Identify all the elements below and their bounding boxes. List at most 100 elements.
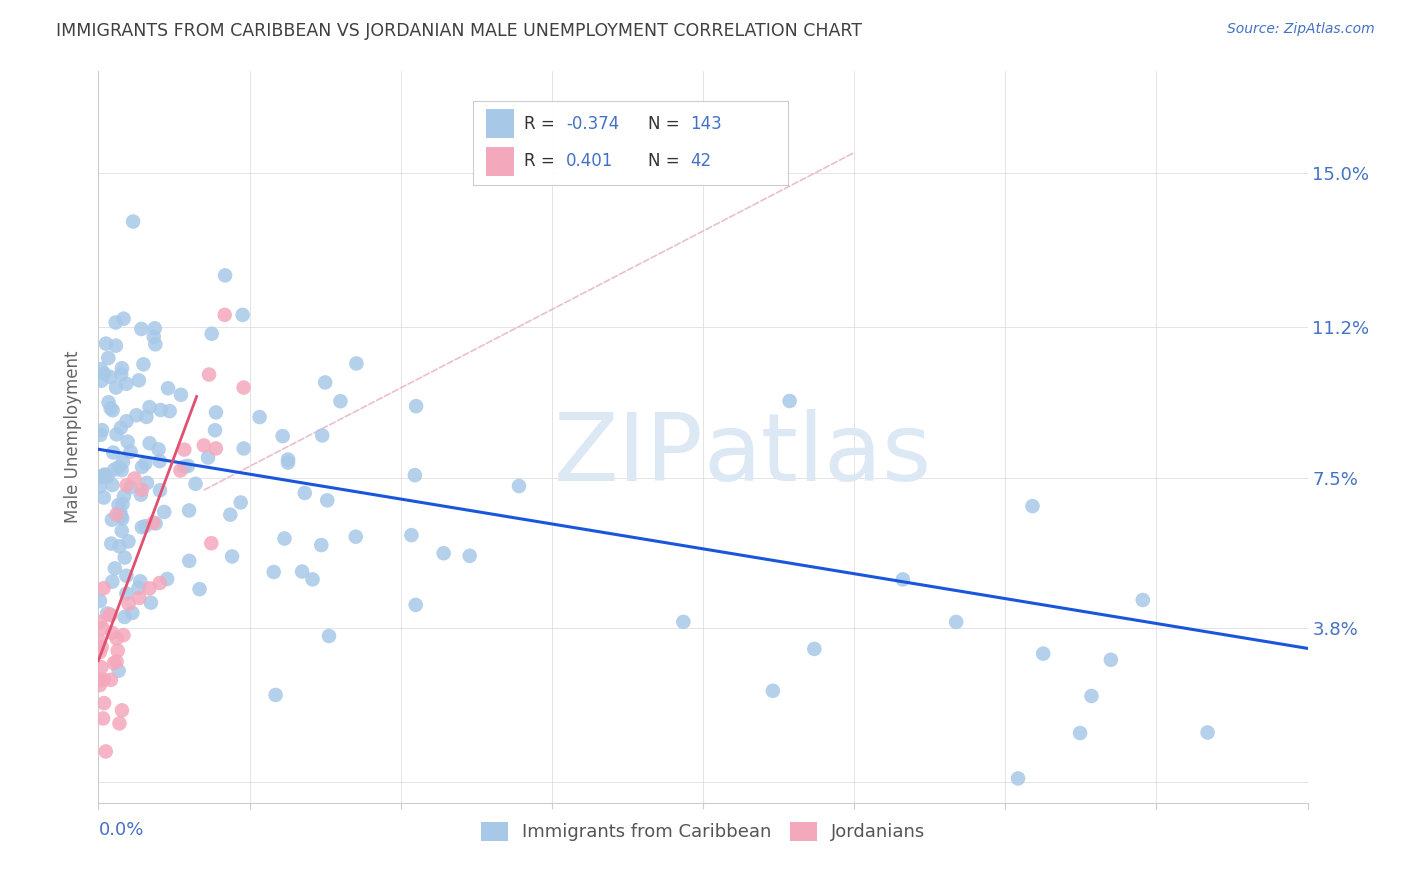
- Point: [93, 673, 115, 687]
- Text: IMMIGRANTS FROM CARIBBEAN VS JORDANIAN MALE UNEMPLOYMENT CORRELATION CHART: IMMIGRANTS FROM CARIBBEAN VS JORDANIAN M…: [56, 22, 862, 40]
- Point: [107, 664, 129, 678]
- Point: [94, 744, 117, 758]
- Point: [404, 468, 426, 483]
- Point: [891, 573, 914, 587]
- Point: [114, 610, 136, 624]
- Point: [115, 568, 138, 582]
- Point: [131, 520, 153, 534]
- Point: [138, 400, 160, 414]
- Point: [111, 511, 134, 525]
- Point: [1132, 593, 1154, 607]
- Point: [120, 444, 142, 458]
- Point: [153, 505, 176, 519]
- Point: [108, 539, 131, 553]
- Point: [173, 459, 195, 474]
- Point: [945, 615, 967, 629]
- Text: ZIP: ZIP: [554, 409, 703, 501]
- Point: [200, 536, 222, 550]
- Point: [115, 478, 138, 492]
- Point: [120, 480, 142, 494]
- Point: [93, 367, 115, 381]
- Text: Source: ZipAtlas.com: Source: ZipAtlas.com: [1227, 22, 1375, 37]
- Point: [121, 606, 143, 620]
- Point: [111, 703, 134, 717]
- Legend: Immigrants from Caribbean, Jordanians: Immigrants from Caribbean, Jordanians: [474, 814, 932, 848]
- Point: [314, 376, 336, 390]
- Point: [143, 337, 166, 351]
- Point: [201, 326, 224, 341]
- Point: [89, 634, 111, 648]
- Point: [184, 476, 207, 491]
- Point: [170, 388, 193, 402]
- Point: [103, 656, 125, 670]
- Point: [177, 503, 200, 517]
- Point: [98, 370, 121, 384]
- Point: [136, 475, 159, 490]
- Point: [221, 549, 243, 564]
- Point: [508, 479, 530, 493]
- Point: [156, 572, 179, 586]
- Point: [1099, 653, 1122, 667]
- Point: [124, 471, 146, 485]
- Point: [104, 339, 127, 353]
- Point: [105, 427, 128, 442]
- Point: [97, 351, 120, 365]
- Point: [101, 513, 124, 527]
- Point: [101, 574, 124, 589]
- Point: [271, 429, 294, 443]
- Point: [94, 336, 117, 351]
- Point: [205, 405, 228, 419]
- Point: [89, 678, 111, 692]
- Point: [117, 534, 139, 549]
- Point: [89, 594, 111, 608]
- Point: [105, 508, 128, 522]
- Point: [138, 436, 160, 450]
- Point: [107, 643, 129, 657]
- Point: [273, 532, 295, 546]
- Point: [156, 381, 179, 395]
- Point: [401, 528, 423, 542]
- Point: [107, 498, 129, 512]
- Point: [134, 456, 156, 470]
- Point: [263, 565, 285, 579]
- Point: [205, 442, 228, 456]
- Point: [433, 546, 456, 560]
- Point: [131, 483, 153, 497]
- Point: [100, 536, 122, 550]
- Point: [264, 688, 287, 702]
- Point: [100, 608, 122, 623]
- Point: [149, 454, 172, 468]
- Point: [100, 673, 122, 687]
- Point: [110, 509, 132, 524]
- Point: [90, 470, 112, 484]
- Point: [90, 660, 112, 674]
- Point: [214, 268, 236, 283]
- Point: [89, 673, 111, 687]
- Point: [134, 519, 156, 533]
- Point: [204, 423, 226, 437]
- Point: [101, 478, 124, 492]
- Point: [115, 587, 138, 601]
- Point: [249, 410, 271, 425]
- Point: [405, 399, 427, 413]
- Point: [179, 554, 201, 568]
- Point: [103, 445, 125, 459]
- Point: [232, 442, 254, 456]
- Point: [149, 403, 172, 417]
- Point: [149, 576, 172, 591]
- Point: [111, 455, 134, 469]
- Point: [94, 467, 117, 482]
- Point: [148, 442, 170, 457]
- Point: [103, 462, 125, 476]
- Point: [93, 581, 115, 595]
- Point: [294, 486, 316, 500]
- Point: [129, 574, 152, 589]
- Point: [93, 491, 115, 505]
- Point: [214, 308, 236, 322]
- Point: [91, 711, 114, 725]
- Point: [139, 596, 162, 610]
- Point: [145, 516, 167, 531]
- Point: [89, 645, 111, 659]
- Text: atlas: atlas: [703, 409, 931, 501]
- Point: [127, 581, 149, 595]
